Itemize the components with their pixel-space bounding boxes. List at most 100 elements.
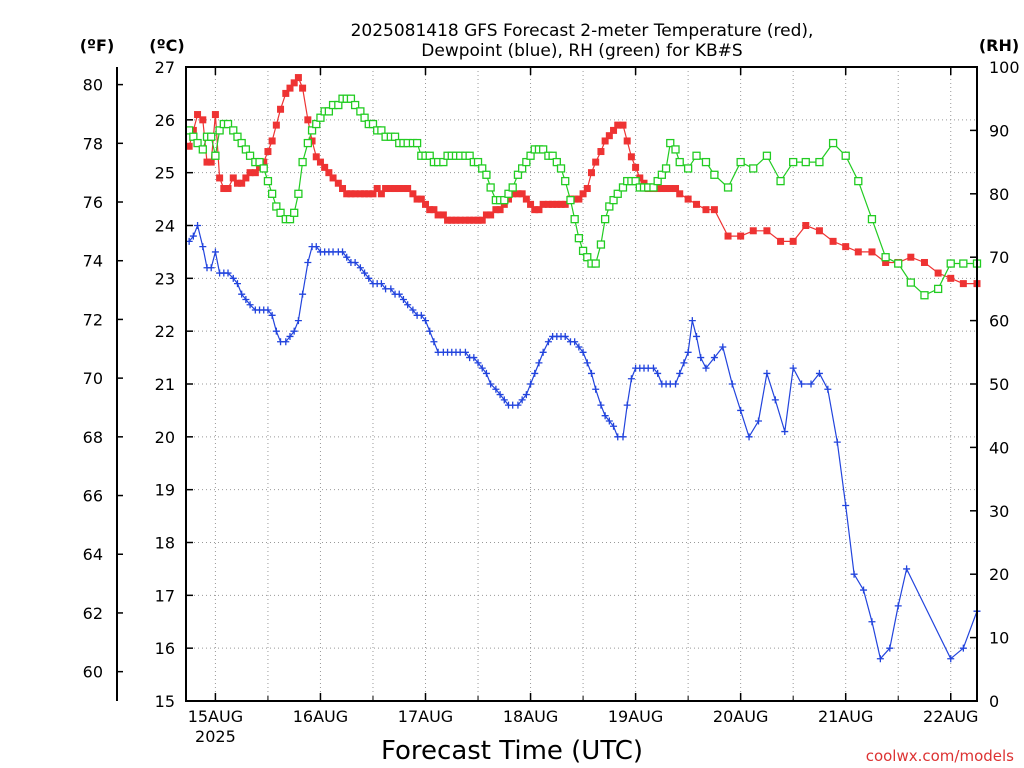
c-tick-label: 20	[155, 428, 175, 447]
dewpoint-point	[868, 618, 876, 626]
temperature-point	[640, 179, 648, 187]
rh-point	[561, 176, 570, 186]
temperature-point	[710, 206, 718, 214]
rh-point	[692, 151, 701, 160]
temperature-point	[426, 206, 434, 214]
temperature-point	[487, 211, 495, 219]
chart-title-line-1: 2025081418 GFS Forecast 2-meter Temperat…	[351, 21, 814, 41]
temperature-point	[456, 216, 464, 224]
dewpoint-point	[571, 338, 579, 346]
dewpoint-point	[482, 369, 490, 377]
temperature-point	[535, 206, 543, 214]
rh-tick-label: 90	[989, 121, 1009, 140]
dewpoint-point	[286, 332, 294, 340]
rh-point	[307, 126, 317, 135]
dewpoint-point	[627, 375, 635, 383]
rh-point	[267, 189, 277, 198]
temperature-point	[395, 185, 403, 193]
temperature-point	[290, 79, 298, 87]
temperature-point	[466, 216, 474, 224]
rh-point	[237, 138, 246, 148]
dewpoint-point	[583, 359, 591, 367]
temperature-point	[482, 211, 490, 219]
temperature-point	[549, 200, 557, 208]
temperature-point	[676, 190, 684, 198]
rh-point	[548, 151, 557, 160]
temperature-point	[233, 179, 241, 187]
dewpoint-point	[697, 354, 705, 362]
series-rh	[185, 94, 982, 300]
dewpoint-point	[207, 264, 215, 272]
rh-point	[334, 100, 343, 110]
x-tick-label: 22AUG	[923, 707, 978, 726]
temperature-point	[404, 185, 412, 193]
rh-point	[867, 215, 877, 224]
temperature-point	[587, 169, 595, 177]
dewpoint-point	[719, 343, 727, 351]
rh-point	[539, 145, 548, 154]
rh-point	[666, 138, 675, 148]
x-tick-sublabel: 2025	[195, 727, 236, 746]
temperature-point	[492, 206, 500, 214]
temperature-point	[377, 190, 385, 198]
dewpoint-point	[763, 369, 771, 377]
f-tick-label: 80	[83, 76, 103, 95]
rh-tick-label: 80	[989, 185, 1009, 204]
temperature-point	[749, 227, 757, 235]
temperature-point	[789, 237, 797, 245]
temperature-point	[369, 190, 377, 198]
temperature-point	[539, 200, 547, 208]
dewpoint-point	[649, 364, 657, 372]
rh-point	[486, 183, 495, 192]
temperature-point	[474, 216, 482, 224]
rh-point	[482, 170, 491, 179]
x-tick-label: 20AUG	[713, 707, 768, 726]
temperature-point	[601, 137, 609, 145]
rh-point	[578, 246, 588, 256]
temperature-point	[422, 200, 430, 208]
rh-point	[513, 170, 523, 179]
dewpoint-point	[850, 570, 858, 578]
dewpoint-point	[365, 274, 373, 282]
temperature-point	[189, 126, 197, 134]
rh-point	[522, 157, 531, 167]
dewpoint-point	[518, 396, 526, 404]
temperature-point	[605, 132, 613, 140]
x-axis-label: Forecast Time (UTC)	[381, 736, 643, 766]
rh-tick-label: 10	[989, 629, 1009, 648]
dewpoint-point	[294, 317, 302, 325]
dewpoint-point	[737, 406, 745, 414]
rh-point	[789, 157, 798, 167]
rh-point	[854, 176, 863, 186]
rh-point	[303, 138, 313, 148]
dewpoint-point	[426, 327, 434, 335]
x-tick-label: 19AUG	[608, 707, 663, 726]
dewpoint-point	[619, 433, 627, 441]
rh-point	[294, 189, 303, 198]
temperature-point	[461, 216, 469, 224]
temperature-point	[304, 116, 312, 124]
dewpoint-point	[798, 380, 806, 388]
dewpoint-point	[492, 385, 500, 393]
temperature-point	[658, 185, 666, 193]
temperature-point	[194, 111, 202, 119]
temperature-point	[272, 121, 280, 129]
rh-tick-label: 50	[989, 375, 1009, 394]
dewpoint-point	[610, 422, 618, 430]
f-tick-label: 74	[83, 252, 103, 271]
temperature-point	[339, 185, 347, 193]
dewpoint-point	[947, 655, 955, 663]
rh-point	[570, 215, 579, 224]
rh-point	[649, 183, 658, 192]
temperature-point	[842, 243, 850, 251]
temperature-point	[959, 280, 967, 288]
f-tick-label: 64	[83, 545, 103, 564]
temperature-point	[632, 163, 640, 171]
dewpoint-point	[194, 222, 202, 229]
rh-point	[198, 145, 207, 154]
dewpoint-point	[238, 290, 246, 298]
temperature-point	[199, 116, 207, 124]
series-dewpoint	[185, 222, 981, 663]
dewpoint-point	[959, 644, 967, 652]
dewpoint-point	[189, 232, 197, 240]
